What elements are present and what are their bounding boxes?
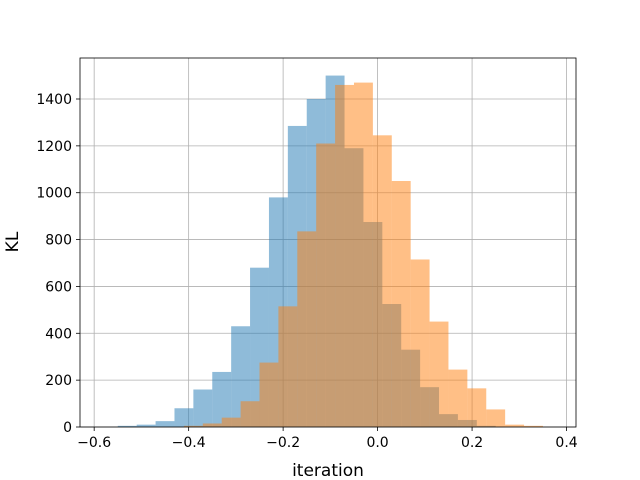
series-1-bar-17 bbox=[505, 424, 525, 427]
series-1-bar-7 bbox=[316, 143, 336, 427]
series-0-bar-2 bbox=[155, 421, 175, 427]
series-0-bar-5 bbox=[212, 371, 232, 427]
bars-layer bbox=[117, 75, 543, 428]
y-axis-label: KL bbox=[3, 231, 23, 252]
y-tick-label-0: 0 bbox=[63, 420, 72, 436]
x-tick-label-2: −0.2 bbox=[266, 435, 300, 451]
series-1-bar-4 bbox=[259, 362, 279, 427]
x-tick-label-5: 0.4 bbox=[555, 435, 577, 451]
y-tick-label-7: 1400 bbox=[36, 92, 72, 108]
y-tick-label-4: 800 bbox=[45, 233, 72, 249]
series-0-bar-3 bbox=[174, 408, 194, 427]
y-tick-label-3: 600 bbox=[45, 279, 72, 295]
series-1-bar-11 bbox=[391, 181, 411, 427]
series-0-bar-0 bbox=[117, 425, 137, 427]
series-0-bar-4 bbox=[193, 389, 213, 427]
y-tick-label-6: 1200 bbox=[36, 139, 72, 155]
plot-frame bbox=[79, 57, 577, 428]
series-1-bar-18 bbox=[524, 425, 543, 427]
series-1-bar-5 bbox=[278, 306, 298, 427]
series-1-bar-14 bbox=[448, 369, 468, 427]
x-tick-label-4: 0.2 bbox=[461, 435, 483, 451]
series-1-bar-10 bbox=[372, 135, 392, 428]
series-1-bar-1 bbox=[202, 423, 222, 427]
series-1-bar-15 bbox=[467, 388, 487, 427]
y-tick-label-1: 200 bbox=[45, 373, 72, 389]
x-tick-label-0: −0.6 bbox=[77, 435, 111, 451]
ticks-layer: −0.6 −0.4 −0.2 0.0 0.2 0.4 0 200 400 600 800 1000 12… bbox=[36, 92, 577, 451]
series-1-bar-13 bbox=[429, 321, 449, 427]
series-1-bar-9 bbox=[353, 82, 373, 427]
series-1-bar-3 bbox=[240, 401, 260, 427]
x-axis-label: iteration bbox=[292, 461, 364, 480]
y-tick-label-5: 1000 bbox=[36, 186, 72, 202]
x-tick-label-1: −0.4 bbox=[172, 435, 206, 451]
y-tick-label-2: 400 bbox=[45, 326, 72, 342]
series-1-bar-6 bbox=[297, 231, 317, 427]
series-1-bar-8 bbox=[335, 84, 354, 427]
series-1-bar-2 bbox=[221, 417, 241, 427]
series-0-bar-1 bbox=[136, 424, 156, 427]
x-tick-label-3: 0.0 bbox=[366, 435, 388, 451]
series-1-bar-16 bbox=[486, 409, 506, 427]
series-1-bar-12 bbox=[410, 259, 430, 427]
series-1-bar-0 bbox=[183, 425, 203, 427]
